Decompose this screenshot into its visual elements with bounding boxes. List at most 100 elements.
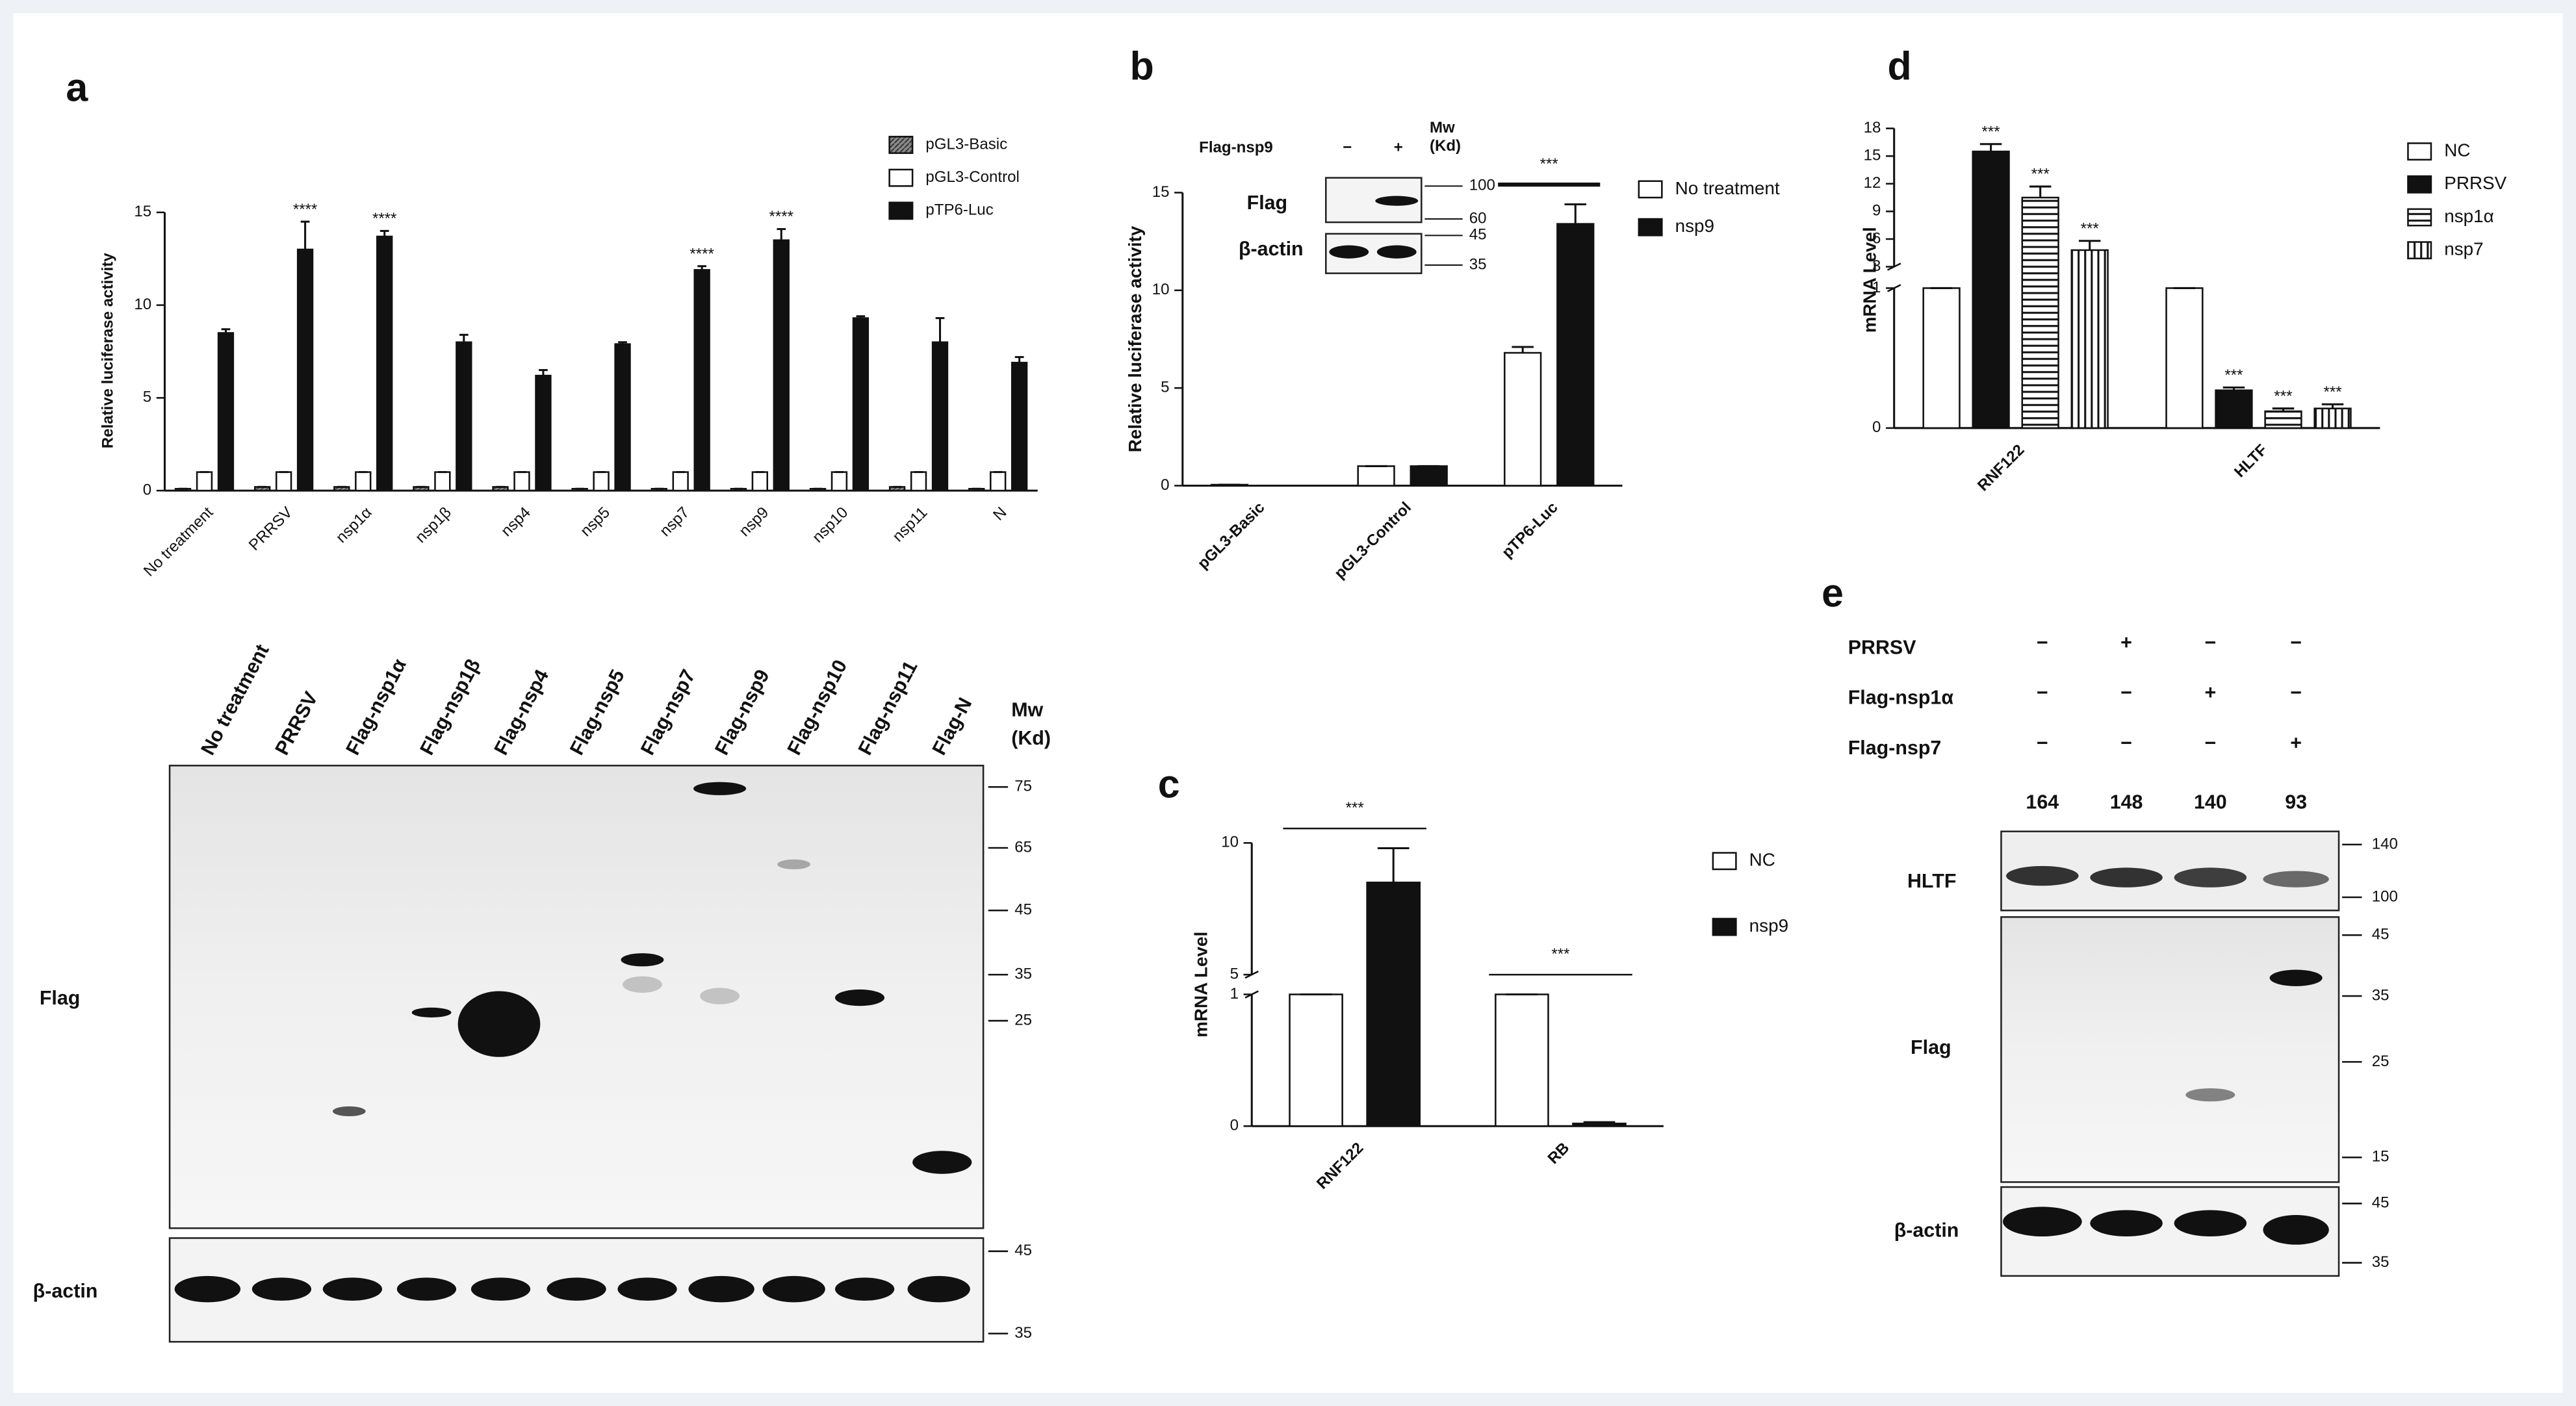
legend-swatch bbox=[1638, 218, 1663, 236]
bar bbox=[614, 343, 631, 492]
bar bbox=[2264, 410, 2302, 429]
legend-label: nsp7 bbox=[2444, 239, 2483, 259]
condition-label: PRRSV bbox=[1848, 636, 1916, 658]
bar bbox=[2165, 287, 2204, 429]
mw-label: Mw bbox=[1011, 699, 1043, 721]
state: − bbox=[2204, 632, 2216, 654]
bar bbox=[1410, 465, 1448, 487]
legend-swatch bbox=[1638, 180, 1663, 199]
marker-label: 25 bbox=[2372, 1053, 2389, 1070]
quantification: 140 bbox=[2194, 791, 2227, 813]
y-tick-label: 6 bbox=[1872, 229, 1881, 247]
significance: *** bbox=[1540, 155, 1558, 173]
bar bbox=[831, 471, 848, 492]
y-tick-label: 10 bbox=[1152, 281, 1170, 298]
significance: *** bbox=[1551, 945, 1569, 963]
legend-swatch bbox=[2407, 175, 2432, 194]
y-tick-label: 10 bbox=[1221, 834, 1239, 851]
state: − bbox=[2204, 732, 2216, 754]
bar bbox=[2070, 249, 2109, 429]
axis-break bbox=[1887, 284, 1901, 292]
blot-e-flag bbox=[2000, 916, 2340, 1183]
marker-label: 25 bbox=[1014, 1011, 1032, 1029]
marker-label: 45 bbox=[1014, 901, 1032, 919]
y-tick-label: 12 bbox=[1864, 174, 1881, 192]
error-bar bbox=[2222, 386, 2245, 390]
significance: *** bbox=[1982, 123, 2000, 140]
y-tick-label: 9 bbox=[1872, 202, 1881, 220]
blot-e-bands bbox=[2002, 865, 2329, 1245]
panel-label: b bbox=[1130, 44, 1154, 88]
y-axis-label: Relative luciferase activity bbox=[1125, 225, 1145, 452]
legend-swatch bbox=[1712, 852, 1737, 871]
y-tick-label: 3 bbox=[1872, 257, 1881, 275]
legend-swatch bbox=[1712, 917, 1737, 936]
marker-label: 45 bbox=[1014, 1242, 1032, 1259]
row-label: β-actin bbox=[1894, 1219, 1959, 1241]
y-tick-label: 1 bbox=[1872, 279, 1881, 296]
state: − bbox=[1343, 138, 1352, 156]
error-bar bbox=[2078, 240, 2101, 250]
y-tick-label: 15 bbox=[1152, 183, 1170, 201]
bar bbox=[693, 269, 710, 492]
state: − bbox=[2290, 682, 2302, 704]
bar bbox=[1972, 150, 2010, 429]
legend-swatch bbox=[2407, 208, 2432, 227]
row-label: Flag bbox=[1247, 192, 1288, 214]
y-tick-label: 5 bbox=[1230, 965, 1239, 982]
state: − bbox=[2120, 732, 2132, 754]
marker-label: 100 bbox=[1469, 177, 1495, 194]
significance: **** bbox=[372, 210, 396, 227]
bar bbox=[990, 471, 1007, 492]
bar bbox=[910, 471, 927, 492]
legend-label: No treatment bbox=[1675, 178, 1780, 198]
y-tick-label: 0 bbox=[1872, 418, 1881, 436]
state: − bbox=[2037, 632, 2048, 654]
blot-b-band bbox=[1329, 245, 1369, 259]
bar bbox=[593, 471, 610, 492]
y-tick-label: 15 bbox=[134, 203, 151, 220]
error-bar bbox=[777, 228, 786, 240]
condition-label: Flag-nsp1α bbox=[1848, 687, 1954, 709]
error-bar bbox=[539, 369, 548, 376]
y-tick-label: 5 bbox=[1161, 379, 1169, 396]
legend-label: pGL3-Basic bbox=[925, 135, 1007, 153]
marker-label: 140 bbox=[2372, 835, 2398, 852]
error-bar bbox=[1512, 346, 1534, 353]
significance: *** bbox=[2081, 220, 2099, 237]
bar bbox=[275, 471, 292, 492]
bar bbox=[513, 471, 530, 492]
y-tick-label: 15 bbox=[1864, 147, 1881, 164]
error-bar bbox=[221, 328, 231, 333]
y-axis-label: mRNA Level bbox=[1191, 932, 1211, 1038]
significance: **** bbox=[293, 201, 317, 218]
bar bbox=[1922, 287, 1961, 429]
marker-label: 45 bbox=[1469, 226, 1487, 244]
bar bbox=[773, 239, 790, 492]
panel-label: a bbox=[66, 65, 88, 109]
legend-label: pTP6-Luc bbox=[925, 201, 993, 219]
row-label: Flag bbox=[1911, 1036, 1951, 1058]
y-tick-label: 1 bbox=[1230, 985, 1239, 1003]
bar bbox=[456, 341, 472, 492]
state: + bbox=[1394, 138, 1403, 156]
error-bar bbox=[856, 315, 866, 318]
bar bbox=[434, 471, 451, 492]
error-bar bbox=[1564, 203, 1587, 224]
marker-label: 65 bbox=[1014, 838, 1032, 856]
y-tick-label: 10 bbox=[134, 296, 151, 313]
blot-b-band bbox=[1375, 196, 1419, 206]
error-bar bbox=[2029, 185, 2052, 198]
legend-label: pGL3-Control bbox=[925, 168, 1019, 186]
state: + bbox=[2120, 632, 2132, 654]
legend-swatch bbox=[888, 201, 914, 220]
axis-break bbox=[1244, 990, 1259, 999]
significance: *** bbox=[2031, 166, 2050, 183]
significance: *** bbox=[2323, 383, 2341, 401]
error-bar bbox=[618, 341, 627, 344]
significance: *** bbox=[1346, 799, 1364, 817]
error-bar bbox=[300, 220, 310, 249]
bar bbox=[2021, 196, 2059, 429]
legend-swatch bbox=[2407, 142, 2432, 161]
y-tick-label: 0 bbox=[143, 481, 151, 498]
